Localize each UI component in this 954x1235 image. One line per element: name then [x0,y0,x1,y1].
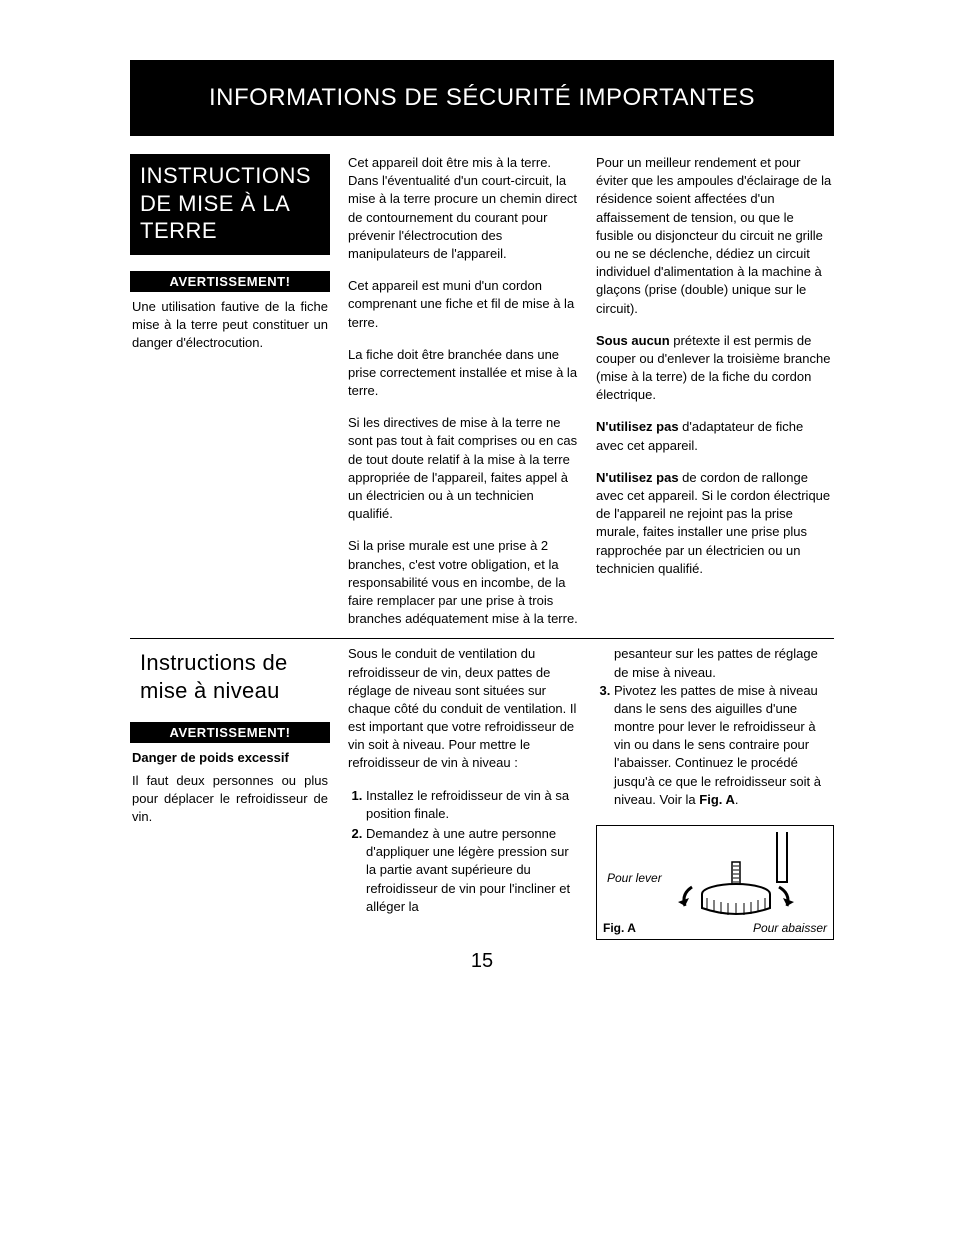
section-grounding: INSTRUCTIONS DE MISE À LA TERRE AVERTISS… [130,154,834,628]
para: La fiche doit être branchée dans une pri… [348,346,578,401]
heading-leveling: Instructions de mise à niveau [130,645,330,712]
text: . [735,792,739,807]
warning-body-2: Danger de poids excessif Il faut deux pe… [130,749,330,826]
warning-text-1: Une utilisation fautive de la fiche mise… [130,298,330,353]
step-1: Installez le refroidisseur de vin à sa p… [366,787,578,823]
para: Pour un meilleur rendement et pour évite… [596,154,834,318]
para: Si les directives de mise à la terre ne … [348,414,578,523]
para: Sous aucun prétexte il est permis de cou… [596,332,834,405]
text: de cordon de rallonge avec cet appareil.… [596,470,830,576]
para: Cet appareil doit être mis à la terre. D… [348,154,578,263]
bold-text: Sous aucun [596,333,670,348]
para: Cet appareil est muni d'un cordon compre… [348,277,578,332]
para: N'utilisez pas de cordon de rallonge ave… [596,469,834,578]
page-number: 15 [130,950,834,973]
steps-list: Installez le refroidisseur de vin à sa p… [348,787,578,916]
para: Sous le conduit de ventilation du refroi… [348,645,578,772]
bold-text: Fig. A [699,792,735,807]
para: N'utilisez pas d'adaptateur de fiche ave… [596,418,834,454]
figure-label-abaisser: Pour abaisser [753,922,827,935]
warning-text-2: Il faut deux personnes ou plus pour dépl… [132,773,328,824]
figure-label-lever: Pour lever [607,872,662,885]
leveling-col-mid: Sous le conduit de ventilation du refroi… [348,645,578,940]
figure-caption: Fig. A [603,921,636,935]
para: Si la prise murale est une prise à 2 bra… [348,537,578,628]
grounding-col-right: Pour un meilleur rendement et pour évite… [596,154,834,628]
para-continuation: pesanteur sur les pattes de réglage de m… [596,645,834,681]
step-2: Demandez à une autre personne d'applique… [366,825,578,916]
leveling-col-right: pesanteur sur les pattes de réglage de m… [596,645,834,940]
steps-list-cont: Pivotez les pattes de mise à niveau dans… [596,682,834,809]
leveling-foot-icon [647,832,817,932]
bold-text: N'utilisez pas [596,419,679,434]
page-banner: INFORMATIONS DE SÉCURITÉ IMPORTANTES [130,60,834,136]
bold-text: N'utilisez pas [596,470,679,485]
section-leveling: Instructions de mise à niveau AVERTISSEM… [130,638,834,940]
figure-a: Pour lever Pour abaisser Fig. A [596,825,834,940]
step-3: Pivotez les pattes de mise à niveau dans… [614,682,834,809]
heading-grounding: INSTRUCTIONS DE MISE À LA TERRE [130,154,330,255]
grounding-col-mid: Cet appareil doit être mis à la terre. D… [348,154,578,628]
warning-label-2: AVERTISSEMENT! [130,722,330,743]
text: Pivotez les pattes de mise à niveau dans… [614,683,821,807]
warning-subhead: Danger de poids excessif [132,749,328,767]
warning-label-1: AVERTISSEMENT! [130,271,330,292]
